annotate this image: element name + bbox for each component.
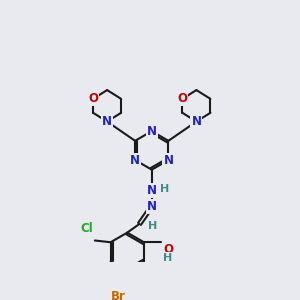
Text: N: N	[147, 125, 157, 138]
Text: Cl: Cl	[80, 222, 93, 235]
Text: N: N	[147, 200, 157, 213]
Text: H: H	[163, 253, 172, 263]
Text: N: N	[164, 154, 173, 166]
Text: Br: Br	[111, 290, 126, 300]
Text: O: O	[88, 92, 98, 105]
Text: O: O	[177, 92, 188, 105]
Text: H: H	[148, 220, 158, 231]
Text: N: N	[102, 115, 112, 128]
Text: N: N	[191, 115, 201, 128]
Text: H: H	[160, 184, 170, 194]
Text: N: N	[147, 184, 157, 197]
Text: O: O	[163, 243, 173, 256]
Text: N: N	[130, 154, 140, 166]
